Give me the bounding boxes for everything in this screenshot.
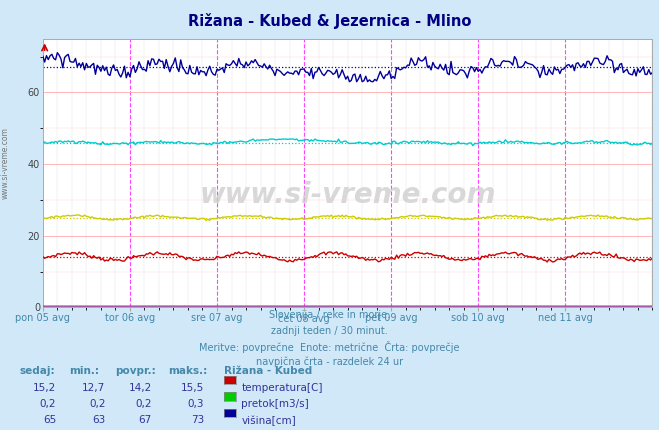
Text: maks.:: maks.: (168, 366, 208, 376)
Text: min.:: min.: (69, 366, 100, 376)
Text: 12,7: 12,7 (82, 383, 105, 393)
Text: 15,5: 15,5 (181, 383, 204, 393)
Text: 0,2: 0,2 (40, 399, 56, 409)
Text: povpr.:: povpr.: (115, 366, 156, 376)
Text: navpična črta - razdelek 24 ur: navpična črta - razdelek 24 ur (256, 357, 403, 367)
Text: Rižana - Kubed & Jezernica - Mlino: Rižana - Kubed & Jezernica - Mlino (188, 13, 471, 29)
Text: www.si-vreme.com: www.si-vreme.com (200, 181, 496, 209)
Text: temperatura[C]: temperatura[C] (241, 383, 323, 393)
Text: zadnji teden / 30 minut.: zadnji teden / 30 minut. (271, 326, 388, 336)
Text: sedaj:: sedaj: (20, 366, 55, 376)
Text: 0,2: 0,2 (89, 399, 105, 409)
Text: 73: 73 (191, 415, 204, 425)
Text: 0,2: 0,2 (135, 399, 152, 409)
Text: 65: 65 (43, 415, 56, 425)
Text: 14,2: 14,2 (129, 383, 152, 393)
Text: Rižana - Kubed: Rižana - Kubed (224, 366, 312, 376)
Text: pretok[m3/s]: pretok[m3/s] (241, 399, 309, 409)
Text: Meritve: povprečne  Enote: metrične  Črta: povprečje: Meritve: povprečne Enote: metrične Črta:… (199, 341, 460, 353)
Text: 0,3: 0,3 (188, 399, 204, 409)
Text: 67: 67 (138, 415, 152, 425)
Text: Slovenija / reke in morje.: Slovenija / reke in morje. (269, 310, 390, 320)
Text: 15,2: 15,2 (33, 383, 56, 393)
Text: www.si-vreme.com: www.si-vreme.com (1, 127, 10, 200)
Text: višina[cm]: višina[cm] (241, 415, 296, 426)
Text: 63: 63 (92, 415, 105, 425)
